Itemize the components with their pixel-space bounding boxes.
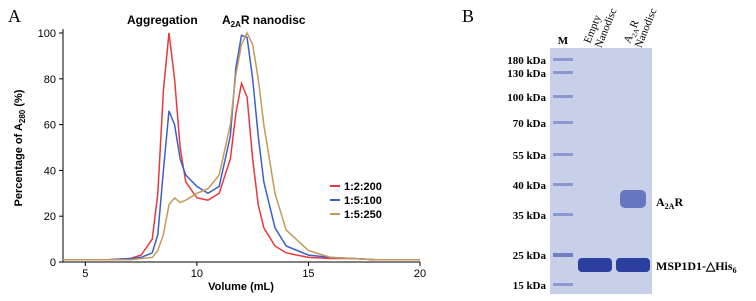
protein-band xyxy=(620,190,646,208)
panel-label: A xyxy=(8,6,21,26)
lane-label-part: R xyxy=(628,18,642,30)
y-label-part: Percentage of A xyxy=(13,123,25,206)
marker-band xyxy=(553,213,573,216)
legend-label: 1:5:100 xyxy=(344,195,382,207)
band-label-sub: 6 xyxy=(733,266,737,275)
protein-band xyxy=(578,258,612,272)
legend-label: 1:5:250 xyxy=(344,209,382,221)
band-label-part: A xyxy=(656,195,665,209)
annotation: A2AR nanodisc xyxy=(222,13,306,29)
marker-band xyxy=(553,153,573,156)
marker-label: 180 kDa xyxy=(507,55,546,67)
band-label: MSP1D1-△His6 xyxy=(656,259,737,275)
x-tick-label: 10 xyxy=(191,268,203,280)
marker-label: 40 kDa xyxy=(513,180,547,192)
gel-image xyxy=(550,48,652,294)
y-tick-label: 40 xyxy=(44,165,56,177)
lane-label: M xyxy=(558,35,569,47)
y-tick-label: 100 xyxy=(38,28,56,40)
band-label-sub: 2A xyxy=(665,202,675,211)
lane-label-part: A xyxy=(622,33,636,45)
y-label-part: (%) xyxy=(13,89,25,110)
lane-label-sub: 2A xyxy=(630,28,641,39)
marker-label: 130 kDa xyxy=(507,68,546,80)
marker-label: 100 kDa xyxy=(507,92,546,104)
band-label: A2AR xyxy=(656,195,683,211)
x-axis-label: Volume (mL) xyxy=(208,281,274,293)
lane-label: EmptyNanodisc xyxy=(582,2,620,50)
marker-label: 55 kDa xyxy=(513,150,547,162)
marker-label: 15 kDa xyxy=(513,280,547,292)
legend-label: 1:2:200 xyxy=(344,181,382,193)
annotation: Aggregation xyxy=(127,13,198,27)
marker-band xyxy=(553,95,573,98)
marker-band xyxy=(553,121,573,124)
marker-band xyxy=(553,58,573,61)
series-line xyxy=(63,31,420,261)
protein-band xyxy=(616,258,650,272)
annotation-sub: 2A xyxy=(231,20,241,29)
band-label-part: R xyxy=(674,195,683,209)
y-tick-label: 20 xyxy=(44,211,56,223)
marker-label: 35 kDa xyxy=(513,210,547,222)
marker-band xyxy=(553,183,573,186)
x-tick-label: 20 xyxy=(414,268,426,280)
annotation-part: R nanodisc xyxy=(241,13,306,27)
y-tick-label: 0 xyxy=(50,257,56,269)
series-line xyxy=(63,34,420,261)
y-label-sub: 280 xyxy=(18,109,27,123)
series-line xyxy=(63,32,420,261)
marker-band xyxy=(553,71,573,74)
marker-label: 25 kDa xyxy=(513,250,547,262)
x-tick-label: 15 xyxy=(302,268,314,280)
marker-label: 70 kDa xyxy=(513,118,547,130)
band-label-part: MSP1D1-△His xyxy=(656,259,733,273)
marker-band xyxy=(553,283,573,286)
lane-label: A2ARNanodisc xyxy=(622,2,660,50)
gel-panel: B M EmptyNanodisc A2ARNanodisc A2AR MSP1… xyxy=(462,2,737,294)
y-axis-label: Percentage of A280 (%) xyxy=(13,89,27,206)
marker-band xyxy=(553,253,573,257)
y-tick-label: 80 xyxy=(44,74,56,86)
x-tick-label: 5 xyxy=(82,268,88,280)
annotation-part: A xyxy=(222,13,231,27)
y-tick-label: 60 xyxy=(44,120,56,132)
panel-label: B xyxy=(462,6,474,26)
